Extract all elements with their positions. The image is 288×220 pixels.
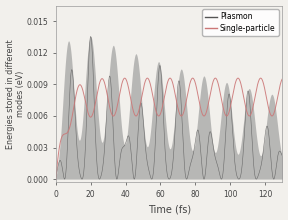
X-axis label: Time (fs): Time (fs) — [147, 204, 191, 214]
Legend: Plasmon, Single-particle: Plasmon, Single-particle — [202, 9, 278, 36]
Y-axis label: Energies stored in different
modes (eV): Energies stored in different modes (eV) — [5, 39, 25, 149]
